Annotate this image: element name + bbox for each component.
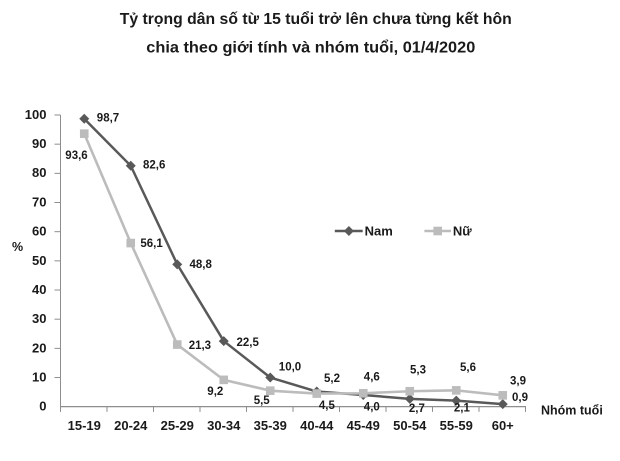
- svg-text:4,5: 4,5: [319, 400, 336, 412]
- svg-text:45-49: 45-49: [347, 418, 380, 433]
- svg-text:21,3: 21,3: [189, 340, 211, 352]
- svg-text:Nam: Nam: [365, 224, 393, 239]
- svg-text:48,8: 48,8: [190, 259, 213, 271]
- svg-text:0: 0: [39, 399, 46, 414]
- svg-text:20-24: 20-24: [114, 418, 148, 433]
- svg-text:100: 100: [25, 107, 47, 122]
- svg-text:5,3: 5,3: [410, 364, 426, 376]
- svg-text:50-54: 50-54: [393, 418, 427, 433]
- svg-text:40-44: 40-44: [300, 418, 334, 433]
- svg-text:30-34: 30-34: [207, 418, 241, 433]
- svg-text:5,2: 5,2: [324, 373, 340, 385]
- svg-text:80: 80: [32, 165, 46, 180]
- svg-text:4,6: 4,6: [364, 372, 380, 384]
- svg-text:60+: 60+: [492, 418, 514, 433]
- svg-text:90: 90: [32, 136, 46, 151]
- svg-text:2,7: 2,7: [409, 403, 425, 415]
- svg-text:55-59: 55-59: [440, 418, 473, 433]
- svg-text:82,6: 82,6: [143, 160, 165, 172]
- svg-text:3,9: 3,9: [510, 376, 526, 388]
- svg-text:0,9: 0,9: [512, 392, 528, 404]
- svg-text:5,6: 5,6: [460, 362, 476, 374]
- svg-text:2,1: 2,1: [454, 402, 471, 414]
- svg-text:30: 30: [32, 311, 46, 326]
- svg-text:9,2: 9,2: [207, 386, 223, 398]
- svg-text:40: 40: [32, 282, 46, 297]
- svg-text:50: 50: [32, 253, 46, 268]
- svg-text:15-19: 15-19: [68, 418, 101, 433]
- svg-text:20: 20: [32, 340, 46, 355]
- svg-text:25-29: 25-29: [161, 418, 194, 433]
- svg-text:10: 10: [32, 369, 46, 384]
- svg-text:60: 60: [32, 224, 46, 239]
- svg-text:56,1: 56,1: [140, 238, 163, 250]
- svg-text:Nhóm tuổi: Nhóm tuổi: [541, 404, 603, 418]
- svg-text:5,5: 5,5: [254, 395, 271, 407]
- svg-text:chia theo giới tính và nhóm tu: chia theo giới tính và nhóm tuổi, 01/4/2…: [146, 39, 475, 57]
- svg-text:Tỷ trọng dân số từ 15 tuổi trở: Tỷ trọng dân số từ 15 tuổi trở lên chưa …: [120, 10, 512, 28]
- svg-text:%: %: [12, 240, 23, 254]
- svg-text:35-39: 35-39: [254, 418, 287, 433]
- svg-text:4,0: 4,0: [364, 401, 380, 413]
- svg-text:70: 70: [32, 194, 46, 209]
- svg-text:93,6: 93,6: [65, 150, 87, 162]
- svg-text:10,0: 10,0: [279, 362, 301, 374]
- svg-text:98,7: 98,7: [97, 113, 119, 125]
- svg-text:Nữ: Nữ: [453, 224, 472, 239]
- svg-text:22,5: 22,5: [237, 337, 260, 349]
